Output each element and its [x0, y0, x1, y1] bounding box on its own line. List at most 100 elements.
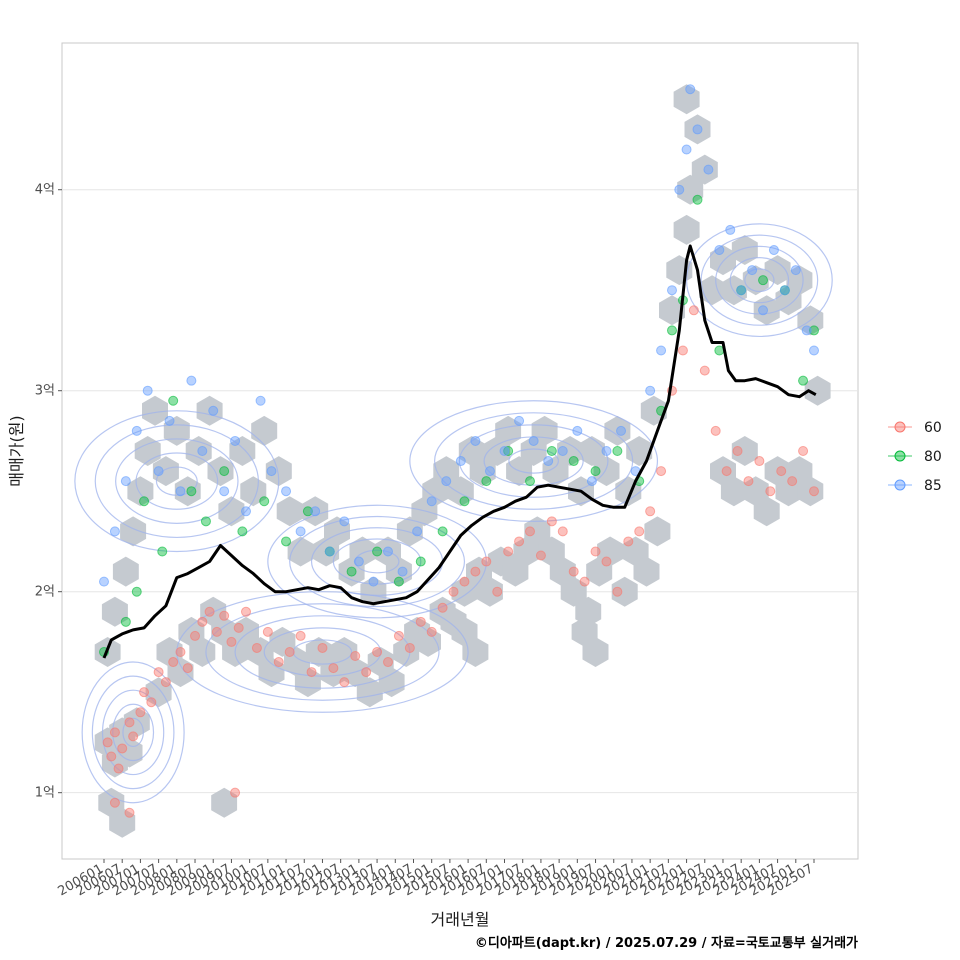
hexbin-cell [538, 536, 565, 567]
point-85 [153, 466, 164, 477]
density-contour [744, 268, 775, 293]
hexbin-cell [240, 476, 267, 507]
legend-label: 60 [924, 420, 942, 436]
hexbin-cell [542, 456, 569, 487]
hexbin-cell [775, 476, 802, 507]
hexbin-cell [415, 626, 441, 657]
point-60 [124, 807, 135, 818]
hexbin-cell [549, 556, 576, 587]
hexbin-cell [640, 395, 667, 426]
density-contour [135, 452, 219, 510]
point-80 [758, 275, 769, 286]
density-contour [700, 234, 819, 326]
hexbin-cell [597, 536, 624, 567]
point-60 [404, 642, 415, 653]
hexbin-cell [644, 516, 671, 547]
point-85 [616, 425, 627, 436]
hexbin-cell [229, 436, 256, 466]
hexbin-cell [313, 536, 340, 567]
y-axis: 1억 2억 3억 4억 [35, 183, 62, 801]
point-85 [809, 345, 819, 356]
point-80 [798, 375, 809, 386]
point-85 [656, 345, 667, 356]
hexbin-cell [804, 375, 831, 406]
point-80 [503, 446, 514, 456]
density-contour [508, 448, 560, 474]
x-axis-title: 거래년월 [431, 910, 490, 929]
density-contour [91, 675, 175, 790]
point-80 [237, 526, 248, 537]
point-80 [415, 556, 426, 567]
point-60 [124, 717, 135, 728]
point-60 [677, 345, 688, 356]
hexbin-cell [469, 456, 496, 487]
hexbin-cell [112, 556, 139, 587]
point-60 [251, 642, 262, 653]
point-60 [514, 536, 525, 547]
density-contour [434, 412, 634, 510]
hexbin-cell [189, 637, 216, 667]
point-85 [779, 285, 790, 296]
legend-key-point [894, 450, 906, 462]
point-80 [612, 446, 623, 456]
density-contour [155, 466, 198, 496]
point-60 [426, 626, 437, 637]
hexbin-cell [560, 576, 587, 607]
hexbin-cell [710, 245, 736, 276]
point-80 [393, 576, 404, 587]
hexbin-cell [684, 114, 711, 145]
point-85 [131, 425, 142, 436]
point-85 [266, 466, 277, 477]
point-85 [255, 395, 266, 406]
point-85 [692, 124, 703, 135]
point-80 [546, 446, 557, 456]
point-80 [667, 325, 677, 336]
point-60 [809, 486, 819, 497]
hexbin-cell [422, 476, 449, 507]
hexbin-cell [502, 556, 529, 587]
hexbin-cell [269, 626, 296, 657]
trend-line-layer [102, 244, 817, 659]
scatter-points [99, 84, 819, 818]
point-85 [758, 305, 769, 316]
point-85 [470, 435, 481, 446]
hexbin-cell [571, 616, 598, 647]
hexbin-cell [622, 536, 649, 567]
hexbin-cell [378, 667, 405, 698]
legend: 60 80 85 [888, 420, 942, 494]
point-85 [681, 144, 692, 155]
point-80 [346, 566, 357, 577]
point-80 [809, 325, 819, 336]
point-80 [302, 506, 313, 517]
point-85 [230, 435, 241, 446]
point-80 [372, 546, 383, 557]
point-60 [535, 550, 546, 561]
point-85 [324, 546, 335, 557]
source-caption: ©디아파트(dapt.kr) / 2025.07.29 / 자료=국토교통부 실… [475, 935, 858, 951]
point-60 [361, 667, 372, 678]
hexbin-cell [582, 637, 609, 667]
density-contour [115, 438, 239, 524]
point-80 [219, 466, 230, 477]
point-85 [368, 576, 379, 587]
hexbin-cell [786, 265, 813, 296]
hexbin-layer [94, 84, 831, 838]
hexbin-cell [673, 214, 700, 245]
point-60 [776, 466, 787, 477]
point-60 [492, 586, 503, 597]
point-60 [612, 586, 623, 597]
hexbin-cell [786, 456, 813, 487]
hexbin-cell [753, 496, 780, 527]
point-85 [714, 245, 725, 256]
point-60 [128, 731, 139, 742]
hexbin-cell [513, 536, 540, 567]
point-85 [736, 285, 747, 296]
point-85 [645, 385, 656, 396]
hexbin-cell [120, 516, 147, 547]
point-60 [295, 630, 306, 641]
point-85 [586, 476, 597, 487]
point-60 [590, 546, 601, 557]
density-contour [409, 400, 659, 522]
hexbin-cell [174, 476, 201, 507]
